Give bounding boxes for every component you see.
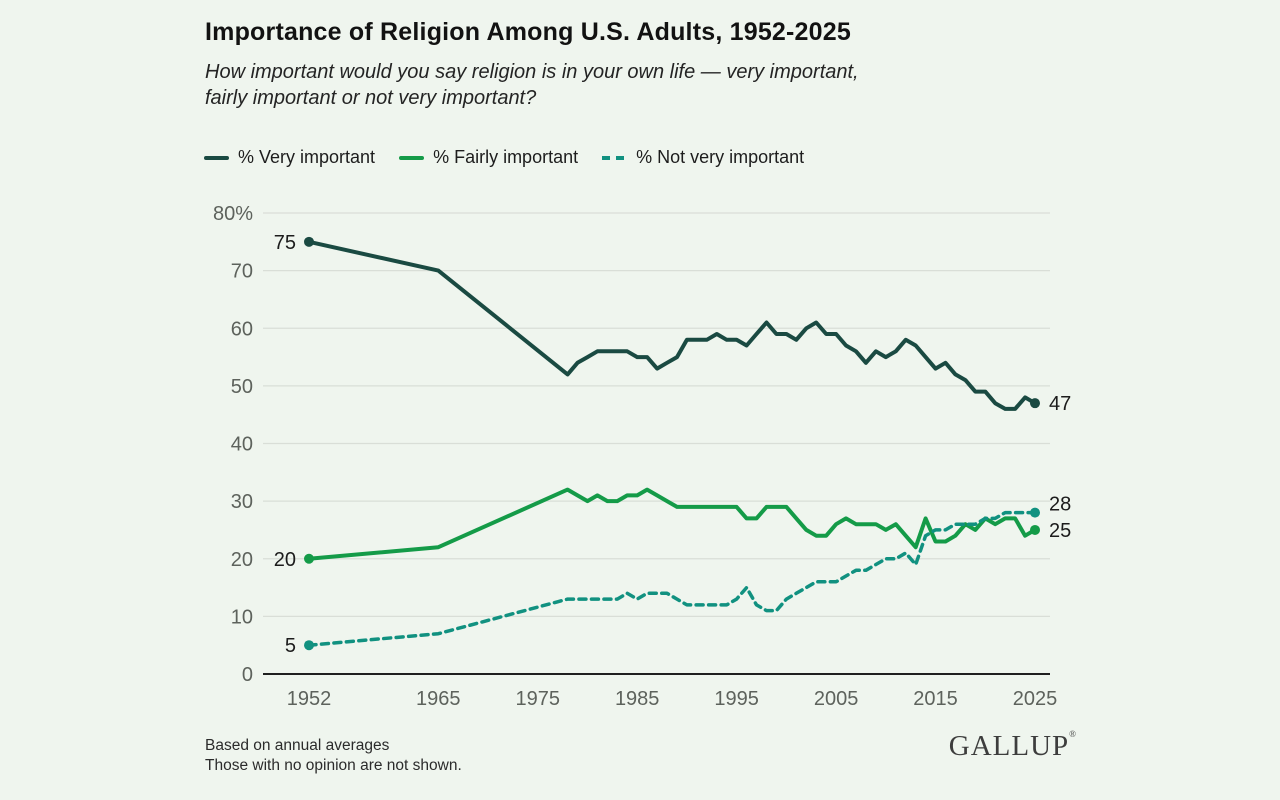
y-tick-label: 20	[231, 549, 253, 571]
y-tick-label: 30	[231, 491, 253, 513]
x-tick-label: 2025	[1013, 688, 1058, 710]
legend-swatch-very-important	[204, 155, 229, 160]
x-tick-label: 1995	[714, 688, 759, 710]
chart-subtitle: How important would you say religion is …	[205, 59, 859, 111]
series-start-value-fairly-important: 20	[274, 549, 296, 571]
legend-label-not-very-important: % Not very important	[636, 147, 805, 167]
legend: % Very important % Fairly important % No…	[204, 147, 804, 168]
series-line-fairly-important	[307, 487, 1037, 561]
x-tick-label: 2005	[814, 688, 859, 710]
legend-label-very-important: % Very important	[238, 147, 376, 167]
legend-item-not-very-important: % Not very important	[602, 147, 804, 168]
x-tick-label: 2015	[913, 688, 958, 710]
legend-item-very-important: % Very important	[204, 147, 375, 168]
legend-label-fairly-important: % Fairly important	[433, 147, 579, 167]
series-start-dot-very-important	[304, 236, 314, 247]
y-tick-label: 0	[242, 664, 253, 686]
series-end-value-very-important: 47	[1049, 393, 1071, 415]
y-tick-label: 70	[231, 261, 253, 283]
series-end-dot-very-important	[1030, 398, 1040, 409]
y-tick-label: 10	[231, 606, 253, 628]
y-tick-label: 60	[231, 318, 253, 340]
y-tick-label: 80%	[213, 203, 253, 225]
legend-item-fairly-important: % Fairly important	[399, 147, 578, 168]
legend-swatch-fairly-important	[399, 155, 425, 160]
subtitle-line-2: fairly important or not very important?	[205, 87, 537, 109]
legend-swatch-not-very-important	[602, 155, 628, 160]
x-tick-label: 1975	[515, 688, 560, 710]
x-tick-label: 1965	[416, 688, 461, 710]
series-start-value-very-important: 75	[274, 232, 296, 254]
gallup-logo: GALLUP®	[948, 729, 1076, 762]
series-start-dot-not-very-important	[304, 640, 314, 651]
y-tick-label: 40	[231, 434, 253, 456]
series-end-value-not-very-important: 28	[1049, 494, 1071, 516]
series-start-dot-fairly-important	[304, 553, 314, 564]
series-line-very-important	[307, 239, 1037, 411]
footnote-line-1: Based on annual averages	[205, 737, 390, 754]
chart-title: Importance of Religion Among U.S. Adults…	[205, 18, 851, 46]
footnote-line-2: Those with no opinion are not shown.	[205, 757, 462, 774]
chart-footnotes: Based on annual averages Those with no o…	[205, 736, 462, 776]
subtitle-line-1: How important would you say religion is …	[205, 61, 859, 83]
series-end-value-fairly-important: 25	[1049, 520, 1071, 542]
x-tick-label: 1985	[615, 688, 660, 710]
x-tick-label: 1952	[287, 688, 332, 710]
series-line-not-very-important	[307, 510, 1037, 647]
series-end-dot-not-very-important	[1030, 507, 1040, 518]
y-tick-label: 50	[231, 376, 253, 398]
registered-mark: ®	[1069, 729, 1076, 739]
series-start-value-not-very-important: 5	[285, 635, 296, 657]
series-end-dot-fairly-important	[1030, 524, 1040, 535]
